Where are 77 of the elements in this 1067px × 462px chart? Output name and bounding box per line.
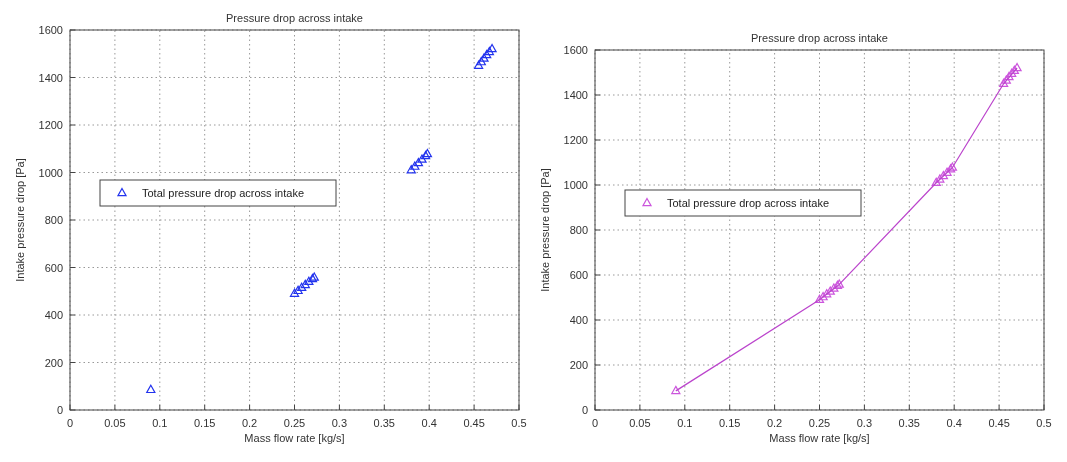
chart-title: Pressure drop across intake — [751, 32, 888, 44]
x-tick-label: 0.25 — [808, 417, 831, 429]
x-tick-label: 0.3 — [856, 417, 873, 429]
y-tick-label: 1000 — [38, 166, 63, 179]
point — [479, 53, 489, 62]
y-tick-label: 1600 — [563, 44, 588, 56]
x-tick-label: 0.5 — [511, 417, 527, 429]
point — [476, 56, 486, 66]
point — [938, 170, 949, 180]
y-tick-label: 1400 — [563, 89, 588, 101]
point — [829, 283, 839, 292]
x-tick-label: 0.35 — [373, 417, 396, 429]
x-tick-label: 0.4 — [946, 417, 962, 429]
y-axis-title: Intake pressure drop [Pa] — [539, 168, 551, 292]
y-tick-label: 1200 — [563, 134, 588, 146]
point — [300, 279, 310, 289]
y-tick-label: 800 — [44, 214, 63, 226]
point — [942, 167, 952, 176]
point — [822, 289, 832, 298]
x-tick-label: 0 — [591, 417, 599, 429]
x-tick-label: 0.15 — [193, 417, 216, 429]
point — [998, 78, 1009, 88]
point — [931, 177, 941, 187]
x-tick-label: 0.45 — [463, 417, 485, 429]
point — [671, 385, 681, 395]
y-tick-label: 400 — [44, 309, 63, 321]
point — [146, 384, 156, 394]
x-tick-label: 0.1 — [677, 417, 693, 429]
point — [1012, 62, 1022, 72]
point — [825, 286, 835, 295]
point — [410, 161, 420, 170]
y-tick-label: 200 — [569, 359, 588, 371]
x-tick-label: 0.15 — [718, 417, 741, 429]
point — [413, 157, 424, 167]
x-tick-label: 0.05 — [629, 417, 651, 429]
y-tick-label: 600 — [44, 261, 63, 274]
point — [473, 60, 484, 69]
x-tick-label: 0.2 — [241, 417, 258, 429]
point — [304, 276, 314, 286]
y-tick-label: 1000 — [563, 179, 588, 191]
legend-label: Total pressure drop across intake — [142, 187, 305, 199]
y-tick-label: 1200 — [38, 119, 63, 131]
chart-title: Pressure drop across intake — [226, 12, 363, 24]
point — [417, 154, 427, 163]
legend-label: Total pressure drop across intake — [667, 197, 830, 209]
y-tick-label: 0 — [56, 404, 63, 416]
x-tick-label: 0.45 — [988, 417, 1010, 429]
x-axis-title: Mass flow rate [kg/s] — [244, 432, 345, 444]
x-tick-label: 0.35 — [898, 417, 921, 429]
point — [1001, 75, 1011, 84]
y-tick-label: 800 — [569, 224, 588, 236]
point — [297, 282, 307, 291]
x-tick-label: 0.1 — [152, 417, 168, 429]
x-tick-label: 0.2 — [766, 417, 783, 429]
y-tick-label: 0 — [581, 404, 588, 416]
point — [818, 291, 828, 301]
x-tick-label: 0.05 — [104, 417, 126, 429]
y-tick-label: 400 — [569, 314, 588, 326]
x-tick-label: 0 — [66, 417, 74, 429]
y-axis-title: Intake pressure drop [Pa] — [14, 158, 26, 282]
point — [1009, 65, 1020, 74]
point — [1007, 68, 1017, 77]
y-tick-label: 200 — [44, 356, 63, 369]
point — [1004, 71, 1014, 81]
x-tick-label: 0.3 — [331, 417, 348, 429]
x-tick-label: 0.25 — [283, 417, 306, 429]
point — [406, 165, 416, 174]
y-tick-label: 1400 — [38, 71, 63, 84]
point — [814, 294, 825, 304]
x-tick-label: 0.4 — [421, 417, 437, 429]
x-axis-title: Mass flow rate [kg/s] — [769, 432, 870, 444]
y-tick-label: 600 — [569, 269, 588, 281]
y-tick-label: 1600 — [38, 24, 63, 36]
x-tick-label: 0.5 — [1036, 417, 1052, 429]
point — [935, 174, 945, 183]
point — [293, 285, 303, 295]
point — [289, 288, 300, 297]
